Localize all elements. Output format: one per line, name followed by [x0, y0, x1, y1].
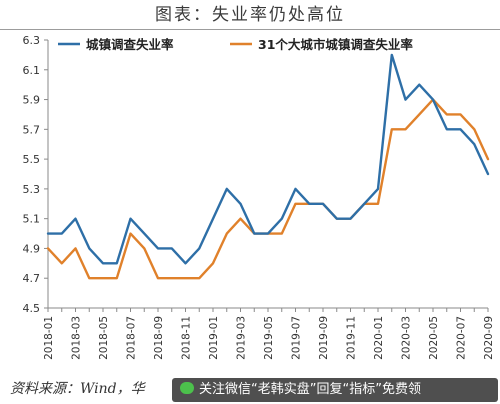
y-tick-label: 6.3 [23, 34, 41, 47]
y-tick-label: 4.9 [23, 242, 41, 255]
x-tick-label: 2018-03 [71, 316, 83, 360]
x-tick-label: 2020-09 [483, 316, 495, 360]
x-tick-label: 2020-01 [373, 316, 385, 360]
x-tick-label: 2018-07 [126, 316, 138, 360]
y-tick-label: 5.1 [23, 213, 41, 226]
unemployment-line-chart: 4.5 4.7 4.9 5.1 5.3 5.5 5.7 5.9 6.1 6.3 2018-01 201… [23, 34, 496, 360]
figure-title: 图表：失业率仍处高位 [155, 5, 345, 25]
x-tick-label: 2019-03 [236, 316, 248, 360]
wechat-promo-banner[interactable]: 关注微信“老韩实盘”回复“指标”免费领 [172, 378, 498, 402]
y-tick-label: 5.7 [23, 123, 41, 136]
x-tick-label: 2019-01 [208, 316, 220, 360]
x-tick-label: 2019-05 [263, 316, 275, 360]
wechat-promo-text: 关注微信“老韩实盘”回复“指标”免费领 [199, 382, 421, 397]
chart-legend: 城镇调查失业率 31个大城市城镇调查失业率 [58, 37, 413, 52]
y-tick-label: 5.9 [23, 94, 41, 107]
series-line-big-city-rate [46, 98, 490, 280]
x-tick-label: 2018-01 [43, 316, 55, 360]
legend-label: 31个大城市城镇调查失业率 [258, 37, 413, 52]
source-note: 资料来源：Wind，华 [10, 381, 145, 397]
y-tick-label: 4.7 [23, 272, 41, 285]
y-tick-label: 5.5 [23, 153, 41, 166]
x-tick-label: 2018-11 [181, 316, 193, 360]
y-tick-label: 6.1 [23, 64, 41, 77]
chart-axes: 4.5 4.7 4.9 5.1 5.3 5.5 5.7 5.9 6.1 6.3 2018-01 201… [23, 34, 496, 360]
chart-series [46, 53, 490, 280]
legend-label: 城镇调查失业率 [86, 37, 174, 52]
y-tick-label: 4.5 [23, 302, 41, 315]
x-tick-label: 2020-03 [401, 316, 413, 360]
x-tick-label: 2018-09 [153, 316, 165, 360]
y-tick-label: 5.3 [23, 183, 41, 196]
series-line-urban-rate [46, 53, 490, 265]
wechat-icon [180, 382, 194, 394]
x-tick-label: 2018-05 [98, 316, 110, 360]
x-tick-label: 2019-07 [291, 316, 303, 360]
x-tick-label: 2019-11 [346, 316, 358, 360]
x-tick-label: 2020-05 [428, 316, 440, 360]
title-divider [0, 29, 500, 30]
x-tick-label: 2020-07 [456, 316, 468, 360]
x-tick-label: 2019-09 [318, 316, 330, 360]
